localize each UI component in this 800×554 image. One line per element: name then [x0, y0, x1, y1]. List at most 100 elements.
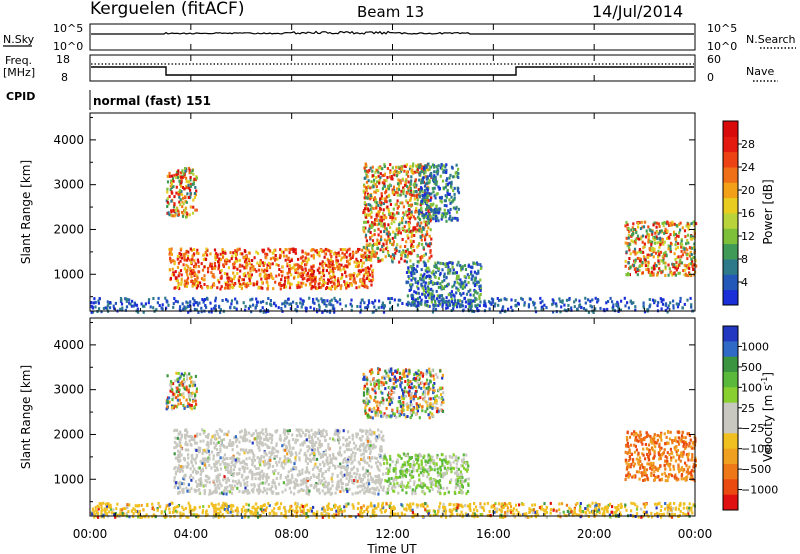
- power-cell: [455, 210, 459, 214]
- power-cell: [667, 273, 670, 277]
- power-cell: [202, 253, 205, 257]
- power-cell: [440, 262, 443, 266]
- power-cell: [674, 238, 677, 242]
- power-cell: [331, 262, 334, 266]
- power-cell: [244, 304, 247, 308]
- power-cell: [393, 298, 396, 302]
- power-cell: [288, 247, 291, 251]
- power-cell: [643, 310, 647, 314]
- velocity-cell: [230, 487, 233, 491]
- velocity-cell: [339, 490, 342, 494]
- power-cell: [183, 305, 186, 309]
- velocity-cell: [294, 440, 297, 444]
- power-cell: [427, 226, 430, 230]
- velocity-cell: [234, 440, 237, 444]
- power-cell: [379, 176, 382, 180]
- power-cell: [196, 281, 199, 285]
- velocity-cell: [203, 457, 206, 461]
- power-cell: [427, 199, 430, 203]
- power-cell: [474, 290, 477, 294]
- power-cell: [183, 187, 186, 191]
- velocity-cell: [188, 490, 191, 494]
- power-cell: [221, 299, 224, 302]
- power-cell: [670, 271, 673, 275]
- power-colorbar-swatch: [723, 121, 738, 137]
- power-cell: [195, 283, 198, 287]
- power-cell: [387, 223, 390, 227]
- velocity-cell: [284, 457, 287, 461]
- power-cell: [394, 203, 397, 207]
- power-cell: [478, 285, 481, 288]
- power-cell: [434, 270, 438, 274]
- velocity-cell: [361, 467, 364, 471]
- velocity-cell: [380, 436, 383, 440]
- power-cell: [429, 218, 432, 221]
- power-cell: [673, 263, 676, 267]
- velocity-cell: [301, 441, 304, 445]
- velocity-cell: [346, 464, 349, 468]
- velocity-cell: [202, 431, 205, 435]
- power-cell: [456, 276, 460, 280]
- power-cell: [278, 281, 281, 285]
- power-cell: [300, 305, 303, 309]
- velocity-cell: [263, 486, 266, 490]
- power-cell: [204, 257, 208, 261]
- velocity-cell: [271, 485, 274, 489]
- power-cell: [156, 301, 159, 305]
- velocity-cell: [202, 439, 205, 443]
- velocity-cell: [232, 456, 235, 460]
- velocity-cell: [320, 430, 323, 433]
- velocity-cell: [366, 439, 370, 443]
- power-cell: [170, 210, 173, 214]
- power-cell: [445, 212, 449, 216]
- power-cell: [311, 300, 315, 304]
- power-cell: [445, 299, 448, 303]
- power-cell: [198, 301, 201, 305]
- velocity-cell: [215, 461, 218, 464]
- power-cell: [237, 277, 240, 281]
- power-cell: [634, 252, 637, 256]
- power-cell: [177, 193, 180, 196]
- velocity-cell: [218, 492, 221, 496]
- velocity-cell: [394, 485, 397, 489]
- power-cell: [353, 277, 356, 281]
- power-cell: [190, 280, 193, 283]
- power-cell: [686, 239, 689, 242]
- power-cell: [357, 273, 360, 277]
- power-cell: [652, 267, 656, 271]
- velocity-cell: [339, 465, 342, 468]
- velocity-cell: [310, 428, 313, 432]
- power-cell: [409, 251, 412, 255]
- power-cell: [170, 259, 173, 263]
- power-cell: [389, 307, 392, 311]
- velocity-cell: [260, 454, 263, 458]
- power-cell: [296, 271, 299, 275]
- power-cell: [684, 272, 687, 276]
- velocity-cell: [298, 432, 301, 436]
- velocity-cell: [271, 481, 274, 485]
- power-cell: [672, 272, 675, 276]
- power-cell: [195, 251, 198, 255]
- velocity-cell: [257, 466, 260, 470]
- power-cell: [693, 242, 696, 246]
- power-cell: [423, 188, 427, 192]
- power-cell: [410, 274, 413, 277]
- power-cell: [345, 250, 348, 254]
- velocity-cell: [219, 456, 222, 460]
- velocity-cell: [201, 461, 204, 465]
- velocity-cell: [375, 457, 378, 460]
- velocity-cell: [200, 483, 203, 487]
- power-cell: [404, 254, 407, 258]
- power-cell: [391, 236, 394, 240]
- velocity-cell: [224, 477, 227, 481]
- power-cell: [296, 286, 299, 289]
- power-cell: [184, 252, 187, 256]
- velocity-cell: [333, 438, 336, 442]
- power-cell: [227, 266, 230, 270]
- power-cell: [373, 190, 376, 194]
- power-cell: [410, 179, 413, 183]
- power-cell: [461, 300, 464, 304]
- power-cell: [560, 305, 563, 309]
- power-cell: [288, 260, 291, 263]
- power-cell: [431, 163, 435, 167]
